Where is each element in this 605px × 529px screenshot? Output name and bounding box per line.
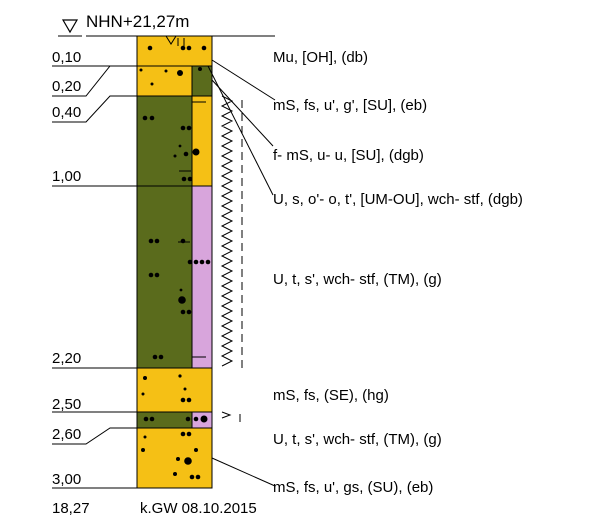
layer-3-sand (191, 95, 213, 187)
gravel-pattern (139, 45, 211, 480)
elevation-label: NHN+21,27m (86, 12, 189, 31)
layer-4-silt (136, 185, 193, 369)
elevation-header: NHN+21,27m (58, 12, 275, 37)
layer-description: Mu, [OH], (db) (273, 49, 368, 66)
layer-4-clay (191, 185, 213, 369)
consistency-zigzag (220, 95, 241, 422)
layer-3-silt (136, 95, 193, 187)
layer-5 (136, 367, 213, 413)
depth-leaders (52, 65, 137, 489)
soil-column (136, 35, 213, 489)
water-level-triangle-icon (61, 19, 79, 34)
layer-description: mS, fs, u', g', [SU], (eb) (273, 97, 427, 114)
layer-2-silt (191, 65, 213, 97)
layer-descriptions: Mu, [OH], (db) mS, fs, u', g', [SU], (eb… (273, 49, 523, 496)
depth-label: 3,00 (52, 471, 81, 488)
column-marks (178, 101, 206, 358)
layer-1 (136, 35, 213, 67)
depth-label: 2,50 (52, 396, 81, 413)
depth-label: 0,20 (52, 78, 81, 95)
depth-label: 2,20 (52, 350, 81, 367)
layer-description: mS, fs, u', gs, (SU), (eb) (273, 479, 433, 496)
layer-7 (136, 427, 213, 489)
layer-description: f- mS, u- u, [SU], (dgb) (273, 147, 424, 164)
depth-label: 0,40 (52, 104, 81, 121)
layer-description: U, t, s', wch- stf, (TM), (g) (273, 431, 442, 448)
description-leaders (207, 59, 276, 487)
layer-description: mS, fs, (SE), (hg) (273, 387, 389, 404)
depth-labels: 0,10 0,20 0,40 1,00 2,20 2,50 2,60 3,00 (52, 49, 81, 488)
layer-2-sand (136, 65, 193, 97)
depth-label: 1,00 (52, 168, 81, 185)
depth-label: 0,10 (52, 49, 81, 66)
layer-description: U, t, s', wch- stf, (TM), (g) (273, 271, 442, 288)
layer-description: U, s, o'- o, t', [UM-OU], wch- stf, (dgb… (273, 191, 523, 208)
top-marker-icon (165, 35, 185, 46)
groundwater-note: k.GW 08.10.2015 (140, 500, 257, 517)
bottom-elevation: 18,27 (52, 500, 90, 517)
depth-label: 2,60 (52, 426, 81, 443)
